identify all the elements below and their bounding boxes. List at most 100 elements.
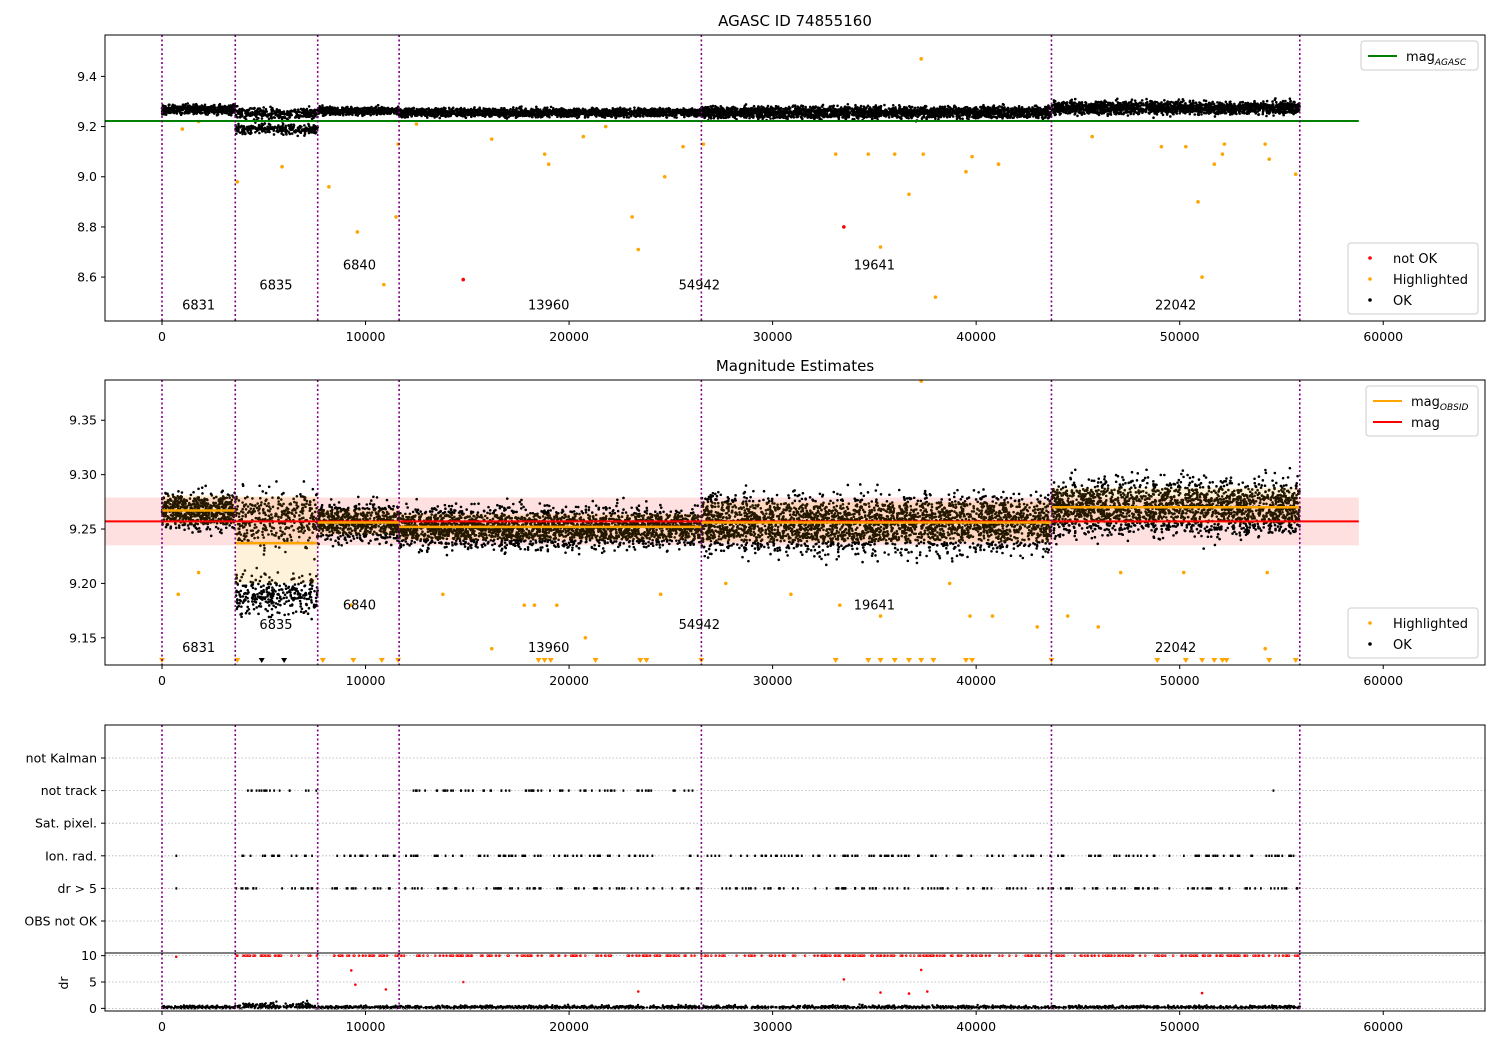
ok-point — [218, 107, 221, 110]
ok-point — [167, 109, 170, 112]
ok-point — [446, 110, 450, 114]
ok-point — [192, 103, 195, 106]
ok-point — [478, 112, 482, 115]
ok-point — [215, 113, 219, 117]
ok-point — [468, 112, 471, 116]
ok-point — [328, 107, 331, 111]
ok-point — [303, 124, 306, 127]
ok-point — [644, 112, 647, 115]
ok-point — [288, 126, 292, 129]
ok-point — [375, 108, 379, 112]
ok-point — [288, 113, 291, 117]
ok-point — [673, 111, 677, 114]
ok-point — [695, 112, 698, 115]
ok-point — [271, 125, 275, 129]
ok-point — [439, 107, 442, 111]
ok-point — [656, 114, 659, 118]
ok-point — [430, 111, 433, 115]
ok-point — [303, 114, 307, 118]
ok-point — [260, 117, 264, 120]
ok-point — [326, 111, 329, 115]
ok-point — [223, 104, 227, 108]
ok-point — [259, 113, 262, 117]
ok-point — [294, 130, 297, 134]
ok-point — [290, 132, 294, 135]
ok-point — [673, 115, 676, 119]
ok-point — [187, 107, 191, 111]
ok-point — [611, 112, 614, 116]
ok-point — [301, 128, 305, 132]
ok-point — [652, 112, 655, 116]
ok-point — [534, 108, 538, 112]
ok-point — [627, 111, 630, 115]
ok-point — [168, 103, 171, 107]
ok-point — [518, 114, 522, 118]
ok-point — [665, 113, 669, 117]
ok-point — [303, 132, 307, 136]
ok-point — [412, 106, 416, 110]
ok-point — [438, 116, 442, 120]
ok-point — [441, 112, 444, 116]
ok-point — [574, 109, 578, 112]
ok-point — [568, 109, 571, 113]
ok-point — [174, 106, 177, 110]
ok-point — [638, 115, 642, 118]
ok-point — [354, 111, 358, 115]
ok-point — [453, 112, 456, 115]
ok-point — [560, 113, 563, 117]
ok-point — [601, 110, 604, 114]
ok-point — [175, 109, 178, 113]
ok-point — [543, 113, 546, 116]
ok-point — [379, 109, 383, 113]
ok-point — [475, 109, 478, 112]
ok-point — [495, 109, 498, 112]
ok-point — [591, 108, 594, 111]
ok-point — [846, 102, 850, 106]
ok-point — [570, 114, 574, 118]
ok-point — [231, 109, 235, 113]
ok-point — [275, 109, 279, 113]
ok-point — [690, 107, 694, 110]
ok-point — [614, 116, 618, 120]
ok-point — [280, 117, 284, 121]
ok-point — [611, 107, 615, 110]
ok-point — [240, 109, 244, 112]
ok-point — [267, 125, 270, 129]
ok-point — [199, 110, 202, 113]
ok-point — [371, 112, 374, 115]
ok-point — [238, 111, 241, 115]
ok-point — [268, 113, 271, 117]
ok-point — [609, 114, 612, 118]
ok-point — [531, 111, 534, 114]
ok-point — [301, 115, 304, 118]
ok-point — [165, 111, 168, 115]
ok-point — [410, 111, 414, 114]
ok-point — [313, 110, 317, 114]
ok-point — [652, 107, 656, 111]
ok-point — [668, 107, 672, 111]
ok-point — [288, 116, 291, 119]
ok-point — [345, 108, 348, 112]
ok-point — [186, 104, 189, 108]
agasc-panel: AGASC ID 74855160 6831683568401396054942… — [77, 12, 1486, 344]
ok-point — [608, 109, 611, 112]
ok-point — [489, 110, 493, 113]
ok-point — [568, 113, 571, 117]
ok-point — [296, 113, 299, 116]
ok-point — [573, 115, 577, 118]
ok-point — [333, 112, 337, 115]
ok-point — [323, 110, 326, 114]
ok-point — [179, 111, 182, 115]
ok-point — [251, 107, 255, 110]
ok-point — [182, 104, 185, 108]
ok-point — [504, 115, 508, 119]
ok-point — [206, 113, 210, 116]
ok-point — [284, 126, 287, 130]
ok-point — [477, 109, 481, 113]
ok-point — [432, 108, 435, 112]
ok-point — [280, 129, 284, 133]
ok-point — [744, 103, 748, 106]
ok-point — [310, 117, 314, 121]
ok-point — [391, 110, 395, 113]
